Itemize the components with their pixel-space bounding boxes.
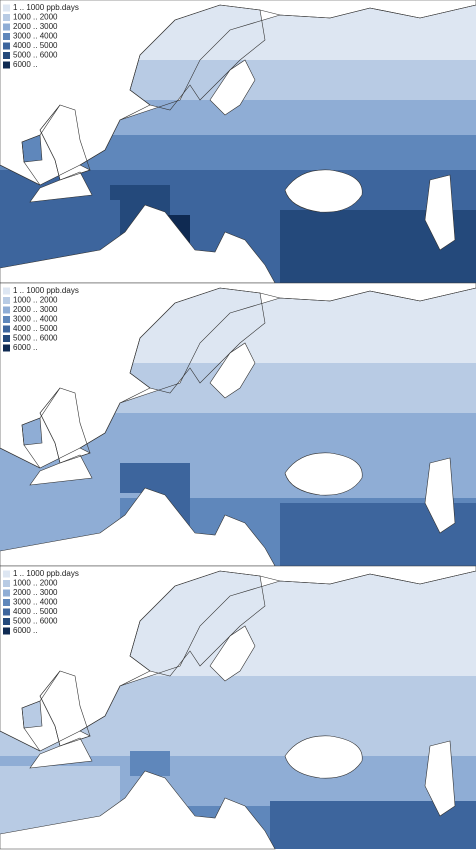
sea xyxy=(424,457,456,534)
legend-label: 4000 .. 5000 xyxy=(13,324,58,333)
legend-swatch xyxy=(3,580,10,587)
sea xyxy=(284,452,363,496)
sea xyxy=(29,737,93,769)
legend-swatch xyxy=(3,306,10,314)
sea xyxy=(0,487,276,567)
legend-label: 2000 .. 3000 xyxy=(13,305,58,314)
legend-swatch xyxy=(3,627,10,635)
legend-label: 3000 .. 4000 xyxy=(13,598,58,607)
coastline xyxy=(39,670,91,747)
legend-label: 5000 .. 6000 xyxy=(13,334,58,343)
legend-label: 1 .. 1000 ppb.days xyxy=(13,3,79,12)
legend-swatch xyxy=(3,589,10,597)
legend-label: 1000 .. 2000 xyxy=(13,579,58,588)
coastline xyxy=(129,570,266,677)
coastline xyxy=(0,287,476,469)
legend-swatch xyxy=(3,325,10,333)
legend-label: 4000 .. 5000 xyxy=(13,41,58,50)
legend-swatch xyxy=(3,52,10,59)
legend-swatch xyxy=(3,335,10,342)
legend-label: 4000 .. 5000 xyxy=(13,607,58,616)
sea xyxy=(284,169,363,213)
legend-label: 2000 .. 3000 xyxy=(13,588,58,597)
coastline xyxy=(0,570,476,752)
coastline xyxy=(21,700,43,729)
legend-label: 5000 .. 6000 xyxy=(13,617,58,626)
legend-swatch xyxy=(3,599,10,606)
sea xyxy=(424,740,456,817)
legend-label: 6000 .. xyxy=(13,60,37,69)
legend-swatch xyxy=(3,297,10,304)
legend-swatch xyxy=(3,570,10,578)
coastline xyxy=(0,4,476,186)
legend-swatch xyxy=(3,42,10,50)
legend-swatch xyxy=(3,316,10,323)
legend-label: 3000 .. 4000 xyxy=(13,315,58,324)
sea xyxy=(0,770,276,850)
sea xyxy=(0,204,276,284)
legend-swatch xyxy=(3,618,10,625)
sea xyxy=(29,454,93,486)
sea xyxy=(424,174,456,251)
legend-label: 5000 .. 6000 xyxy=(13,51,58,60)
legend-swatch xyxy=(3,344,10,352)
coastline xyxy=(39,104,91,181)
legend-swatch xyxy=(3,23,10,31)
sea xyxy=(284,735,363,779)
legend-swatch xyxy=(3,61,10,69)
legend-label: 1000 .. 2000 xyxy=(13,13,58,22)
coastline xyxy=(21,134,43,163)
legend-label: 6000 .. xyxy=(13,343,37,352)
legend-swatch xyxy=(3,608,10,616)
legend-swatch xyxy=(3,287,10,295)
legend-swatch xyxy=(3,33,10,40)
legend-label: 1 .. 1000 ppb.days xyxy=(13,286,79,295)
legend-swatch xyxy=(3,4,10,12)
coastline xyxy=(129,4,266,111)
legend-label: 2000 .. 3000 xyxy=(13,22,58,31)
legend-label: 1 .. 1000 ppb.days xyxy=(13,569,79,578)
ozone-patch xyxy=(130,751,170,776)
legend-label: 3000 .. 4000 xyxy=(13,32,58,41)
coastline xyxy=(21,417,43,446)
coastline xyxy=(39,387,91,464)
legend-label: 1000 .. 2000 xyxy=(13,296,58,305)
coastline xyxy=(129,287,266,394)
sea xyxy=(29,171,93,203)
legend-label: 6000 .. xyxy=(13,626,37,635)
legend-swatch xyxy=(3,14,10,21)
